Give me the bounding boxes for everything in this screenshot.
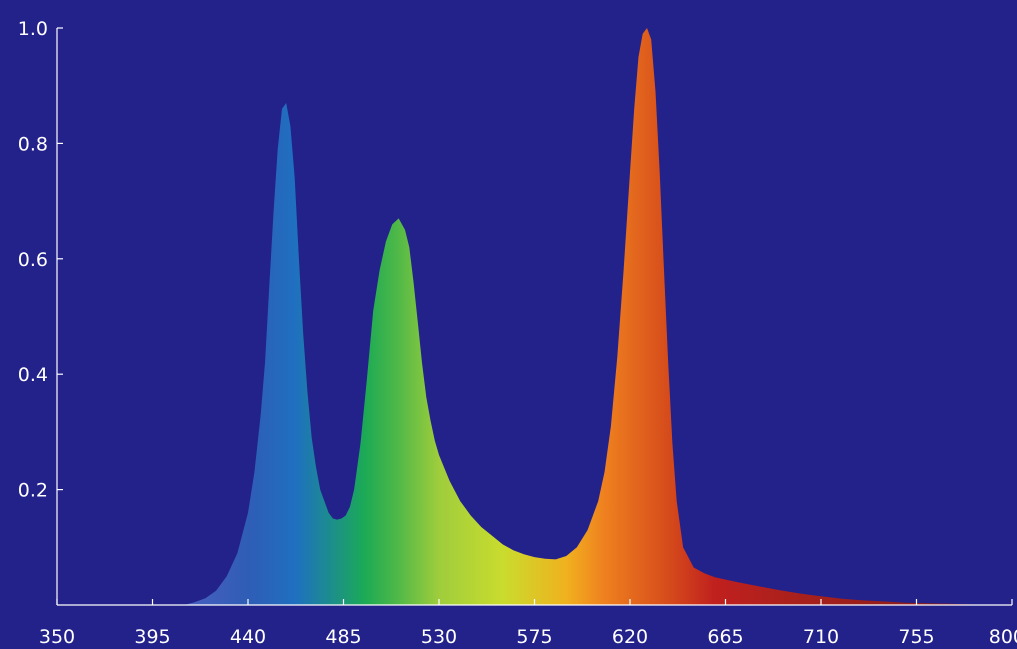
x-tick-label: 710 <box>803 626 839 648</box>
y-tick-label: 0.8 <box>18 133 48 155</box>
x-tick-label: 395 <box>134 626 170 648</box>
x-tick-label: 485 <box>325 626 361 648</box>
x-tick-label: 575 <box>516 626 552 648</box>
y-tick-label: 1.0 <box>18 18 48 40</box>
y-tick-group: 0.2 0.4 0.6 0.8 1.0 <box>18 18 63 502</box>
x-tick-group: 350 395 440 485 530 575 620 665 710 755 800 <box>39 599 1017 648</box>
x-tick-label: 620 <box>612 626 648 648</box>
spectrum-area <box>184 28 1013 605</box>
y-tick-label: 0.6 <box>18 249 48 271</box>
x-tick-label: 665 <box>707 626 743 648</box>
x-tick-label: 350 <box>39 626 75 648</box>
x-tick-label: 755 <box>898 626 934 648</box>
x-tick-label: 440 <box>230 626 266 648</box>
y-tick-label: 0.4 <box>18 364 48 386</box>
x-tick-label: 530 <box>421 626 457 648</box>
y-tick-label: 0.2 <box>18 480 48 502</box>
x-tick-label: 800 <box>989 626 1017 648</box>
